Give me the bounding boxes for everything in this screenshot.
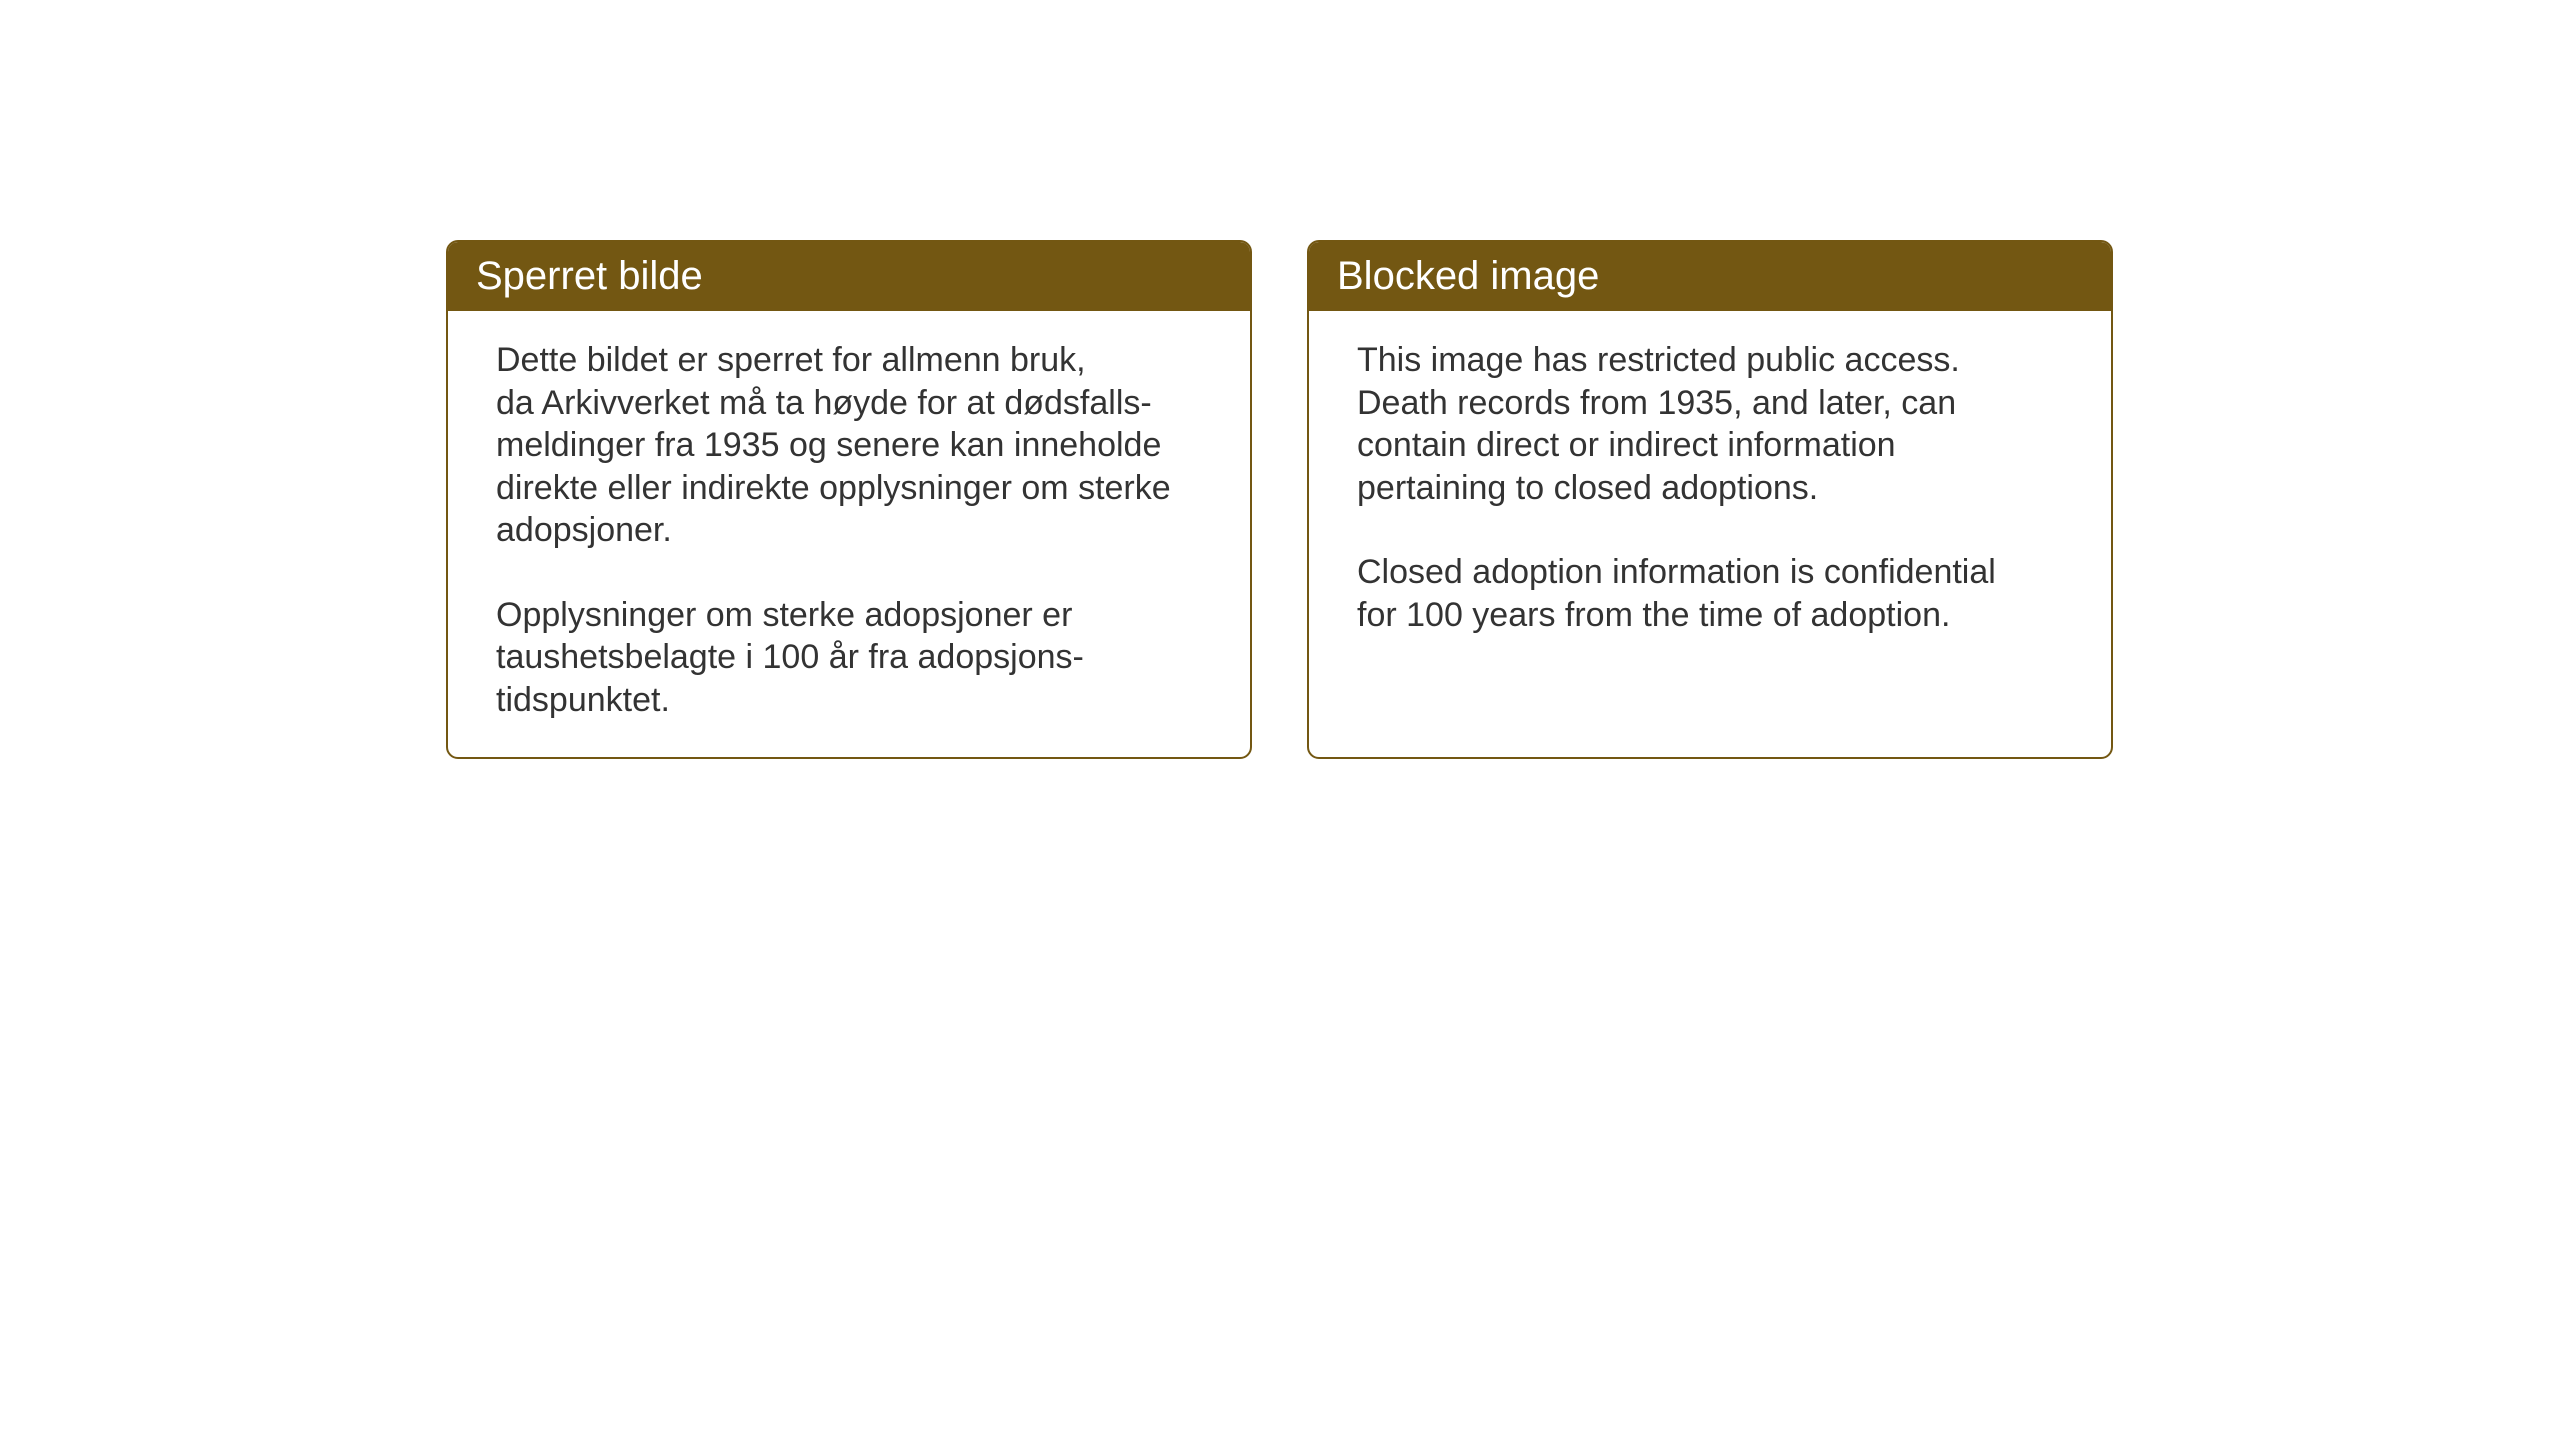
notice-container: Sperret bilde Dette bildet er sperret fo…	[446, 240, 2113, 759]
norwegian-card-body: Dette bildet er sperret for allmenn bruk…	[448, 311, 1250, 757]
norwegian-paragraph-1: Dette bildet er sperret for allmenn bruk…	[496, 339, 1202, 552]
english-paragraph-1: This image has restricted public access.…	[1357, 339, 2063, 509]
norwegian-paragraph-2: Opplysninger om sterke adopsjoner er tau…	[496, 594, 1202, 722]
norwegian-card-title: Sperret bilde	[448, 242, 1250, 311]
english-card-title: Blocked image	[1309, 242, 2111, 311]
norwegian-notice-card: Sperret bilde Dette bildet er sperret fo…	[446, 240, 1252, 759]
english-card-body: This image has restricted public access.…	[1309, 311, 2111, 672]
english-paragraph-2: Closed adoption information is confident…	[1357, 551, 2063, 636]
english-notice-card: Blocked image This image has restricted …	[1307, 240, 2113, 759]
